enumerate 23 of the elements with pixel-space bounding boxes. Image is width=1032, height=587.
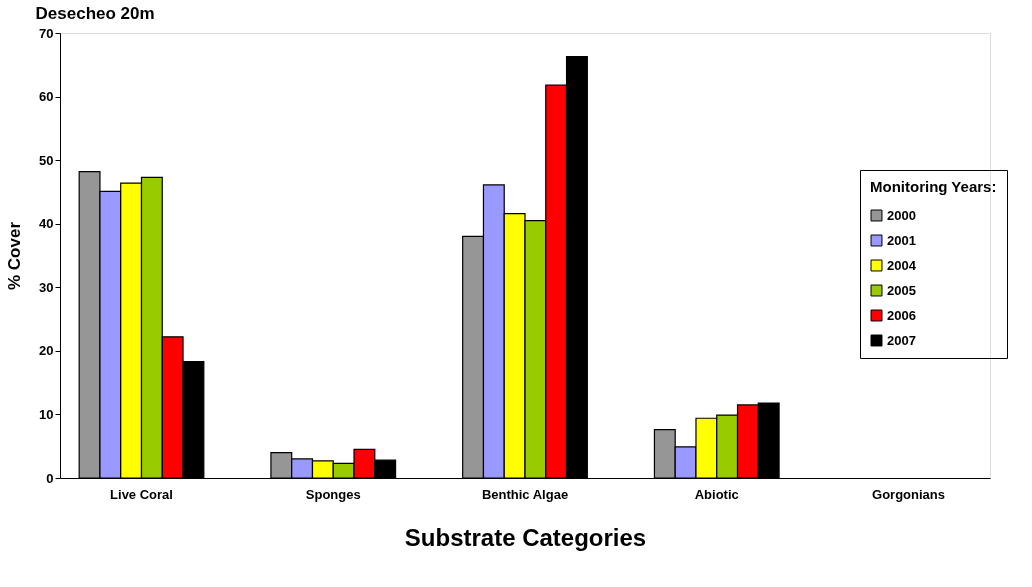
x-tick-label: Benthic Algae — [481, 486, 569, 502]
y-axis-title: % Cover — [5, 221, 25, 291]
x-axis-title: Substrate Categories — [404, 523, 647, 551]
x-tick-label: Gorgonians — [872, 486, 945, 502]
y-tick-label: 60 — [39, 89, 54, 105]
y-tick-label: 30 — [39, 279, 54, 295]
y-tick-label: 50 — [39, 152, 54, 168]
legend-label: 2005 — [887, 282, 916, 298]
legend-title: Monitoring Years: — [870, 178, 997, 195]
legend-label: 2007 — [887, 332, 916, 348]
y-tick-label: 10 — [39, 406, 54, 422]
legend-label: 2006 — [887, 307, 916, 323]
y-tick-label: 20 — [39, 343, 54, 359]
legend-label: 2000 — [887, 207, 916, 223]
x-tick-label: Abiotic — [694, 486, 739, 502]
x-tick-label: Live Coral — [110, 486, 173, 502]
y-tick-label: 0 — [46, 470, 54, 486]
y-tick-label: 70 — [39, 25, 54, 41]
legend-label: 2001 — [887, 232, 916, 248]
chart-title: Desecheo 20m — [35, 4, 155, 23]
y-tick-label: 40 — [39, 216, 54, 232]
legend-label: 2004 — [887, 257, 917, 273]
x-tick-label: Sponges — [305, 486, 361, 502]
